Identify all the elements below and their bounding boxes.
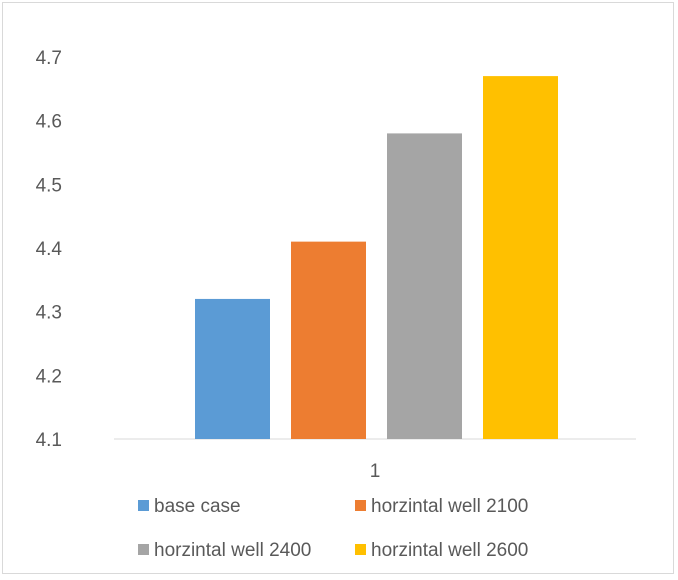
y-axis-ticks: 4.1 4.2 4.3 4.4 4.5 4.6 4.7 xyxy=(36,48,63,451)
legend-label-base-case: base case xyxy=(154,496,241,517)
legend: base case horzintal well 2100 horzintal … xyxy=(138,496,528,561)
y-tick-label: 4.3 xyxy=(36,303,62,324)
bar-horzintal-well-2100 xyxy=(291,241,366,439)
legend-swatch-horzintal-well-2100 xyxy=(355,500,366,511)
legend-label-horzintal-well-2600: horzintal well 2600 xyxy=(371,540,528,561)
bar-chart: 4.1 4.2 4.3 4.4 4.5 4.6 4.7 1 base case horzin… xyxy=(36,48,636,561)
legend-swatch-horzintal-well-2600 xyxy=(355,544,366,555)
x-tick-label: 1 xyxy=(370,461,381,482)
bar-horzintal-well-2600 xyxy=(483,76,558,439)
legend-label-horzintal-well-2400: horzintal well 2400 xyxy=(154,540,311,561)
y-tick-label: 4.4 xyxy=(36,239,63,260)
y-tick-label: 4.2 xyxy=(36,366,62,387)
y-tick-label: 4.7 xyxy=(36,48,62,69)
legend-label-horzintal-well-2100: horzintal well 2100 xyxy=(371,496,528,517)
y-tick-label: 4.1 xyxy=(36,430,62,451)
bar-base-case xyxy=(195,298,270,439)
legend-swatch-horzintal-well-2400 xyxy=(138,544,149,555)
bars xyxy=(195,76,558,439)
y-tick-label: 4.6 xyxy=(36,112,62,133)
legend-swatch-base-case xyxy=(138,500,149,511)
bar-horzintal-well-2400 xyxy=(387,133,462,439)
y-tick-label: 4.5 xyxy=(36,175,62,196)
chart-frame: 4.1 4.2 4.3 4.4 4.5 4.6 4.7 1 base case horzin… xyxy=(2,2,674,574)
